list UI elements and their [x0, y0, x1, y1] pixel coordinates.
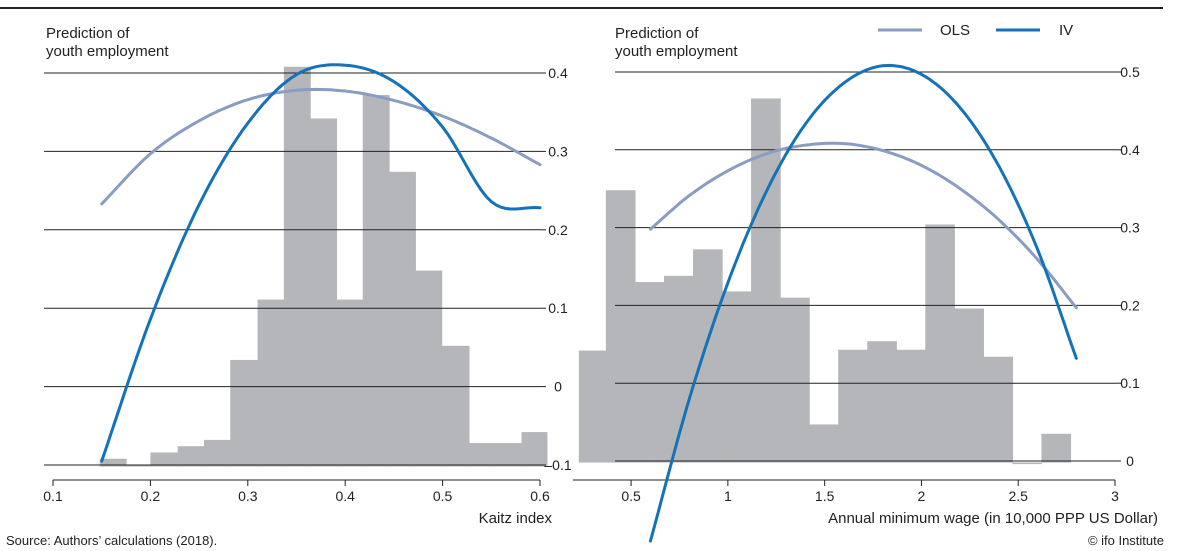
histogram-bar — [257, 299, 285, 467]
y-tick-label: 0.1 — [548, 300, 568, 316]
x-axis-label: Kaitz index — [479, 510, 553, 527]
histogram-bar — [283, 66, 311, 467]
legend-label-ols: OLS — [940, 22, 970, 39]
histogram-bar — [867, 341, 897, 463]
histogram-bar — [203, 439, 231, 467]
histogram-bar — [925, 224, 955, 463]
x-tick-label: 0.3 — [238, 488, 258, 504]
y-tick-label: 0.2 — [1120, 297, 1140, 313]
y-tick-label: 0.3 — [548, 143, 568, 159]
y-tick-label: 0.4 — [1120, 142, 1140, 158]
series-line-ols — [648, 141, 1078, 310]
x-axis-label: Annual minimum wage (in 10,000 PPP US Do… — [828, 510, 1158, 527]
y-tick-label: –0.1 — [544, 457, 571, 473]
histogram-bar — [389, 171, 416, 467]
chart-title-line: youth employment — [46, 43, 169, 60]
histogram-bar — [1041, 433, 1072, 463]
x-tick-label: 1 — [724, 488, 732, 504]
chart-title-line: Prediction of — [615, 25, 699, 42]
histogram-bar — [150, 452, 179, 467]
histogram-bars — [578, 98, 1072, 465]
y-tick-label: 0.1 — [1120, 375, 1140, 391]
histogram-bars — [99, 66, 548, 467]
x-tick-label: 3 — [1111, 488, 1119, 504]
x-tick-label: 0.5 — [433, 488, 453, 504]
x-tick-label: 0.1 — [43, 488, 63, 504]
histogram-bar — [954, 308, 984, 463]
x-tick-label: 0.5 — [621, 488, 641, 504]
left-chart-panel: –0.1 0 0.1 0.2 0.3 0.4 0.1 0.2 0.3 0.4 0.5 0.6 Kaitz… — [43, 25, 572, 527]
series-line-iv — [648, 63, 1078, 543]
source-note: Source: Authors’ calculations (2018). — [6, 533, 218, 548]
x-tick-label: 0.2 — [141, 488, 161, 504]
chart-title-line: youth employment — [615, 43, 738, 60]
histogram-bar — [722, 291, 752, 463]
histogram-bar — [230, 359, 259, 467]
chart-legend: OLS IV — [878, 22, 1073, 39]
histogram-bar — [310, 118, 338, 467]
series-line-iv — [100, 63, 542, 463]
histogram-bar — [896, 349, 926, 463]
y-tick-label: 0.2 — [548, 222, 568, 238]
chart-title-line: Prediction of — [46, 25, 130, 42]
histogram-bar — [99, 458, 127, 467]
histogram-bar — [838, 349, 868, 463]
x-tick-label: 1.5 — [815, 488, 835, 504]
copyright-note: © ifo Institute — [1087, 533, 1164, 548]
histogram-bar — [441, 345, 470, 467]
legend-label-iv: IV — [1059, 22, 1073, 39]
y-tick-label: 0 — [1126, 453, 1134, 469]
histogram-bar — [336, 299, 364, 467]
x-tick-label: 0.6 — [530, 488, 550, 504]
right-chart-panel: 0 0.1 0.2 0.3 0.4 0.5 0.5 1 1.5 2 2.5 3 Annual minim… — [573, 25, 1158, 543]
histogram-bar — [362, 94, 390, 467]
x-tick-label: 2.5 — [1008, 488, 1028, 504]
histogram-bar — [415, 270, 443, 467]
y-tick-label: 0.3 — [1120, 220, 1140, 236]
y-tick-label: 0.4 — [548, 65, 568, 81]
series-line-ols — [100, 87, 542, 206]
histogram-bar — [126, 465, 151, 467]
histogram-bar — [809, 424, 839, 463]
y-tick-label: 0 — [554, 379, 562, 395]
histogram-bar — [521, 432, 548, 467]
histogram-bar — [177, 446, 205, 467]
histogram-bar — [495, 443, 523, 467]
y-tick-label: 0.5 — [1120, 64, 1140, 80]
x-tick-label: 2 — [918, 488, 926, 504]
histogram-bar — [693, 249, 723, 463]
histogram-bar — [468, 443, 496, 467]
x-tick-label: 0.4 — [335, 488, 355, 504]
histogram-bar — [1012, 462, 1043, 465]
histogram-bar — [578, 350, 607, 463]
histogram-bar — [780, 297, 810, 463]
histogram-bar — [634, 282, 665, 463]
histogram-bar — [983, 356, 1014, 463]
histogram-bar — [605, 190, 636, 463]
